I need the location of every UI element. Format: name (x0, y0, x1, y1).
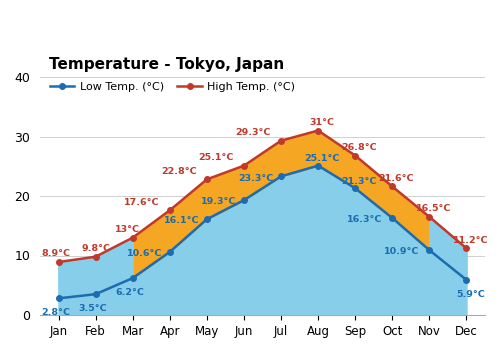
High Temp. (°C) (426, 215, 432, 219)
Text: 9.8°C: 9.8°C (81, 244, 110, 253)
Text: 8.9°C: 8.9°C (42, 250, 70, 259)
Low Temp. (°C) (92, 292, 98, 296)
Text: 16.1°C: 16.1°C (164, 216, 200, 225)
Text: 16.3°C: 16.3°C (347, 215, 382, 224)
Text: 21.3°C: 21.3°C (342, 177, 377, 186)
High Temp. (°C) (278, 139, 284, 143)
Text: 23.3°C: 23.3°C (238, 174, 274, 183)
Text: 5.9°C: 5.9°C (456, 289, 485, 299)
High Temp. (°C) (92, 254, 98, 259)
Text: 3.5°C: 3.5°C (78, 304, 107, 313)
Text: 29.3°C: 29.3°C (236, 128, 271, 137)
High Temp. (°C) (167, 208, 173, 212)
Low Temp. (°C) (278, 174, 284, 179)
Text: 16.5°C: 16.5°C (416, 204, 451, 213)
Text: 2.8°C: 2.8°C (42, 308, 70, 317)
Text: 25.1°C: 25.1°C (304, 154, 340, 163)
Low Temp. (°C) (204, 217, 210, 221)
Low Temp. (°C) (315, 163, 321, 168)
High Temp. (°C) (390, 184, 396, 189)
Text: 31°C: 31°C (310, 118, 335, 127)
Low Temp. (°C) (426, 248, 432, 252)
High Temp. (°C) (204, 177, 210, 181)
Text: 13°C: 13°C (114, 225, 140, 234)
Text: 17.6°C: 17.6°C (124, 198, 160, 207)
High Temp. (°C) (352, 153, 358, 158)
High Temp. (°C) (315, 128, 321, 133)
Line: Low Temp. (°C): Low Temp. (°C) (56, 163, 469, 301)
Text: 21.6°C: 21.6°C (378, 174, 414, 183)
High Temp. (°C) (130, 236, 136, 240)
Text: Temperature - Tokyo, Japan: Temperature - Tokyo, Japan (49, 57, 284, 72)
Legend: Low Temp. (°C), High Temp. (°C): Low Temp. (°C), High Temp. (°C) (46, 78, 300, 97)
Text: 22.8°C: 22.8°C (162, 167, 197, 176)
Text: 6.2°C: 6.2°C (116, 288, 144, 297)
Text: 10.6°C: 10.6°C (127, 249, 162, 258)
High Temp. (°C) (241, 163, 247, 168)
Text: 11.2°C: 11.2°C (453, 236, 488, 245)
Low Temp. (°C) (130, 276, 136, 280)
Low Temp. (°C) (464, 278, 469, 282)
High Temp. (°C) (464, 246, 469, 251)
Text: 19.3°C: 19.3°C (202, 197, 236, 206)
Low Temp. (°C) (56, 296, 62, 300)
Text: 26.8°C: 26.8°C (342, 143, 377, 152)
Line: High Temp. (°C): High Temp. (°C) (56, 128, 469, 265)
Low Temp. (°C) (241, 198, 247, 202)
Low Temp. (°C) (352, 186, 358, 190)
Low Temp. (°C) (390, 216, 396, 220)
Low Temp. (°C) (167, 250, 173, 254)
High Temp. (°C) (56, 260, 62, 264)
Text: 10.9°C: 10.9°C (384, 247, 420, 256)
Text: 25.1°C: 25.1°C (198, 153, 234, 162)
